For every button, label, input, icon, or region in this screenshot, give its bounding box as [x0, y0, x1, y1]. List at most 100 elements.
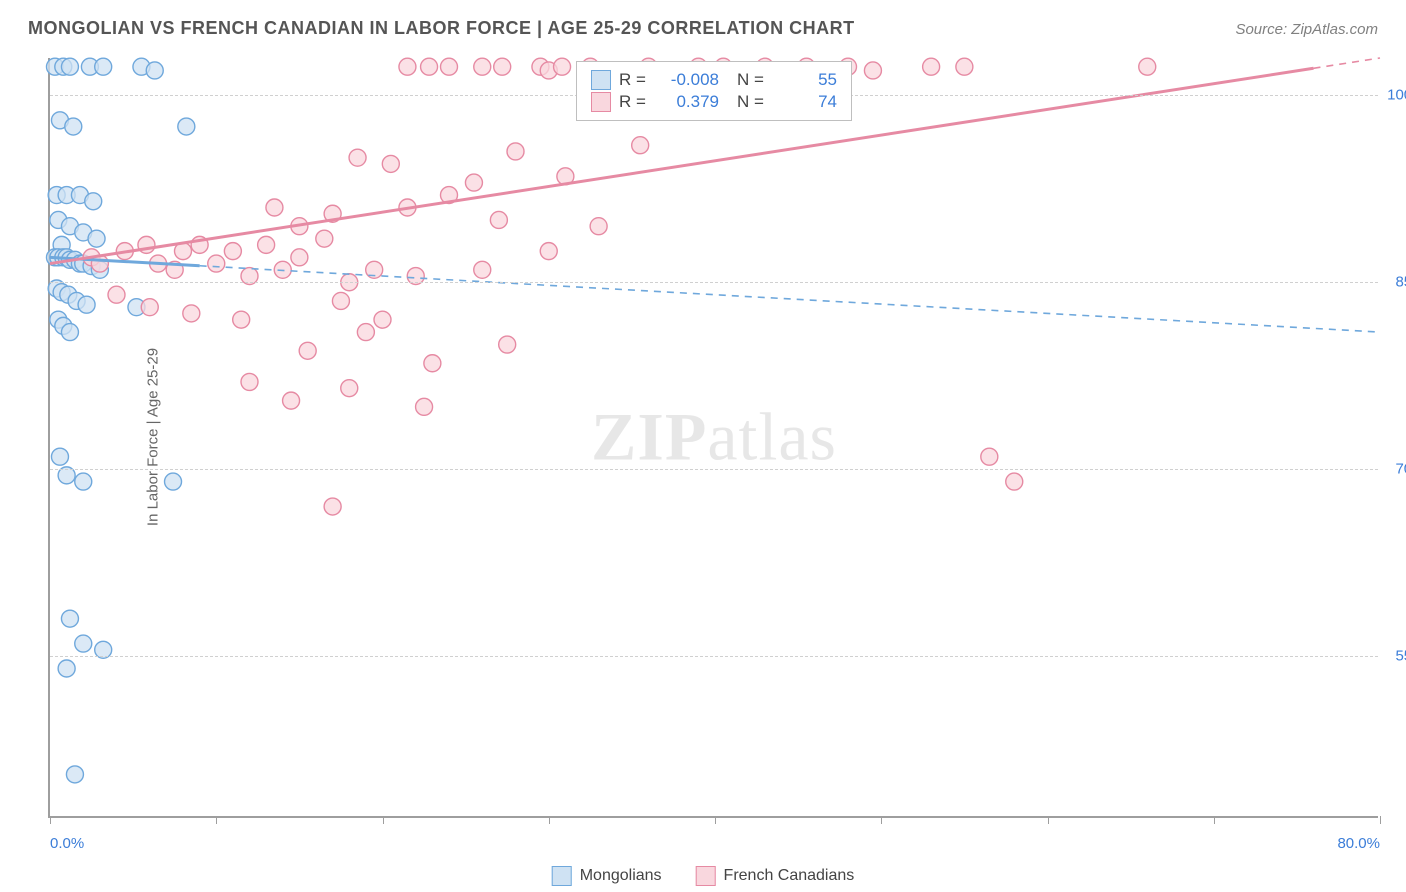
data-point	[1006, 473, 1023, 490]
data-point	[65, 118, 82, 135]
r-value-french-canadians: 0.379	[661, 92, 719, 112]
n-label: N =	[737, 92, 771, 112]
data-point	[465, 174, 482, 191]
swatch-french-canadians	[696, 866, 716, 886]
data-point	[507, 143, 524, 160]
gridline	[50, 656, 1378, 657]
data-point	[923, 58, 940, 75]
data-point	[956, 58, 973, 75]
series-legend: Mongolians French Canadians	[552, 866, 855, 886]
data-point	[66, 766, 83, 783]
data-point	[75, 473, 92, 490]
xtick-label: 0.0%	[50, 835, 84, 852]
data-point	[474, 58, 491, 75]
data-point	[332, 292, 349, 309]
data-point	[341, 380, 358, 397]
data-point	[266, 199, 283, 216]
source-attribution: Source: ZipAtlas.com	[1235, 21, 1378, 38]
data-point	[61, 324, 78, 341]
data-point	[61, 58, 78, 75]
ytick-label: 70.0%	[1395, 461, 1406, 478]
xtick	[549, 816, 550, 824]
data-point	[61, 610, 78, 627]
xtick	[1214, 816, 1215, 824]
swatch-mongolians	[591, 70, 611, 90]
data-point	[146, 62, 163, 79]
data-point	[85, 193, 102, 210]
trend-line-extrapolated	[1314, 58, 1381, 68]
page-title: MONGOLIAN VS FRENCH CANADIAN IN LABOR FO…	[28, 18, 855, 39]
data-point	[374, 311, 391, 328]
xtick	[715, 816, 716, 824]
data-point	[165, 473, 182, 490]
n-value-french-canadians: 74	[779, 92, 837, 112]
data-point	[178, 118, 195, 135]
data-point	[299, 342, 316, 359]
data-point	[95, 58, 112, 75]
data-point	[88, 230, 105, 247]
swatch-mongolians	[552, 866, 572, 886]
data-point	[233, 311, 250, 328]
data-point	[540, 243, 557, 260]
data-point	[75, 635, 92, 652]
data-point	[108, 286, 125, 303]
data-point	[349, 149, 366, 166]
legend-row-french-canadians: R = 0.379 N = 74	[591, 92, 837, 112]
plot-svg	[50, 58, 1378, 816]
gridline	[50, 469, 1378, 470]
data-point	[590, 218, 607, 235]
data-point	[357, 324, 374, 341]
ytick-label: 85.0%	[1395, 274, 1406, 291]
data-point	[424, 355, 441, 372]
data-point	[183, 305, 200, 322]
data-point	[208, 255, 225, 272]
data-point	[58, 660, 75, 677]
ytick-label: 100.0%	[1387, 87, 1406, 104]
data-point	[441, 58, 458, 75]
legend-item-mongolians: Mongolians	[552, 866, 662, 886]
data-point	[283, 392, 300, 409]
data-point	[632, 137, 649, 154]
data-point	[324, 498, 341, 515]
data-point	[474, 261, 491, 278]
r-value-mongolians: -0.008	[661, 70, 719, 90]
data-point	[399, 58, 416, 75]
correlation-legend: R = -0.008 N = 55 R = 0.379 N = 74	[576, 61, 852, 121]
legend-item-french-canadians: French Canadians	[696, 866, 855, 886]
legend-row-mongolians: R = -0.008 N = 55	[591, 70, 837, 90]
data-point	[494, 58, 511, 75]
data-point	[1139, 58, 1156, 75]
xtick	[383, 816, 384, 824]
data-point	[382, 155, 399, 172]
r-label: R =	[619, 92, 653, 112]
data-point	[51, 448, 68, 465]
data-point	[981, 448, 998, 465]
gridline	[50, 282, 1378, 283]
xtick	[1048, 816, 1049, 824]
data-point	[490, 211, 507, 228]
data-point	[864, 62, 881, 79]
xtick	[881, 816, 882, 824]
data-point	[316, 230, 333, 247]
data-point	[141, 299, 158, 316]
xtick	[216, 816, 217, 824]
xtick	[50, 816, 51, 824]
swatch-french-canadians	[591, 92, 611, 112]
n-value-mongolians: 55	[779, 70, 837, 90]
r-label: R =	[619, 70, 653, 90]
scatter-plot: In Labor Force | Age 25-29 ZIPatlas R = …	[48, 58, 1378, 818]
data-point	[499, 336, 516, 353]
data-point	[78, 296, 95, 313]
data-point	[291, 249, 308, 266]
data-point	[258, 236, 275, 253]
n-label: N =	[737, 70, 771, 90]
legend-label-french-canadians: French Canadians	[724, 867, 855, 885]
data-point	[421, 58, 438, 75]
legend-label-mongolians: Mongolians	[580, 867, 662, 885]
data-point	[241, 373, 258, 390]
xtick	[1380, 816, 1381, 824]
ytick-label: 55.0%	[1395, 648, 1406, 665]
data-point	[224, 243, 241, 260]
data-point	[554, 58, 571, 75]
data-point	[416, 398, 433, 415]
